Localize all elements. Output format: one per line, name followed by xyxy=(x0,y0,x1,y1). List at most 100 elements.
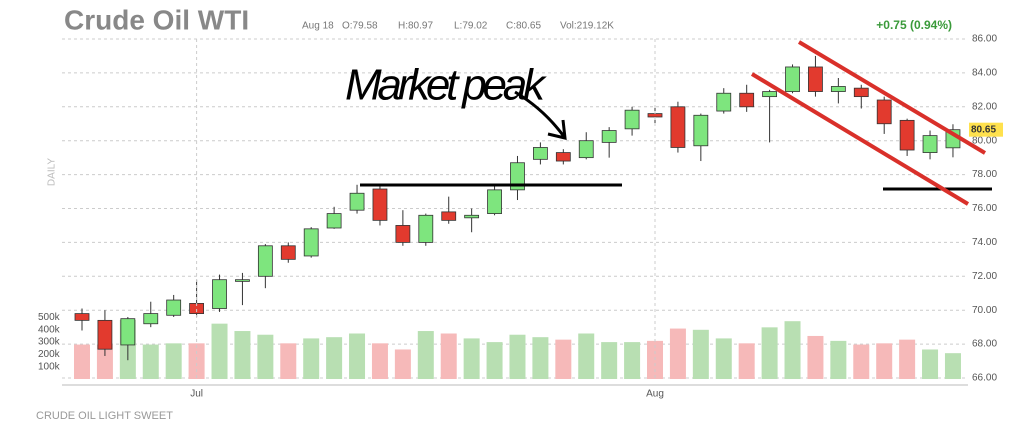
y-tick-label: 70.00 xyxy=(972,305,997,316)
volume-bar xyxy=(669,328,686,379)
volume-bar xyxy=(532,337,549,379)
volume-bar xyxy=(440,333,457,379)
volume-bar xyxy=(463,338,480,379)
candle-body xyxy=(647,113,663,118)
volume-bar xyxy=(922,349,939,379)
info: H:80.97 xyxy=(398,21,433,32)
candle-body xyxy=(693,114,709,147)
candle-body xyxy=(257,245,273,277)
candle-body xyxy=(716,92,732,112)
info: L:79.02 xyxy=(454,21,488,32)
candle-body xyxy=(166,299,182,316)
candle-body xyxy=(326,213,342,229)
volume-tick-label: 500k xyxy=(38,312,61,323)
volume-bar xyxy=(555,339,572,379)
candle-body xyxy=(464,214,480,219)
candle-body xyxy=(487,189,502,214)
period-label: DAILY xyxy=(47,158,58,186)
volume-bar xyxy=(257,334,274,379)
candle-body xyxy=(143,313,159,325)
volume-tick-label: 400k xyxy=(38,324,61,335)
candle-body xyxy=(922,135,938,153)
candle-body xyxy=(349,192,365,211)
volume-bar xyxy=(624,342,641,379)
volume-bar xyxy=(876,343,893,379)
volume-bar xyxy=(394,349,411,379)
candle-body xyxy=(235,279,250,282)
candle-body xyxy=(808,66,823,92)
volume-bar xyxy=(944,353,961,379)
x-tick-label: Jul xyxy=(190,389,203,400)
annotation: Market peak xyxy=(345,61,547,110)
footer: CRUDE OIL LIGHT SWEET xyxy=(36,410,173,422)
candle-body xyxy=(441,211,457,221)
volume-tick-label: 200k xyxy=(38,349,61,360)
candle-body xyxy=(395,225,411,243)
channel-line xyxy=(797,40,987,155)
channel-line xyxy=(750,72,970,206)
candle-body xyxy=(670,106,686,148)
volume-bar xyxy=(211,323,228,379)
volume-bar xyxy=(899,339,916,379)
candle-body xyxy=(853,87,869,98)
volume-bar xyxy=(853,344,870,379)
volume-bar xyxy=(486,342,503,379)
volume-bar xyxy=(715,338,732,379)
volume-bar xyxy=(142,344,159,379)
candle-body xyxy=(212,279,227,309)
y-tick-label: 86.00 xyxy=(972,34,997,45)
plot: 66.00 68.00 70.00 72.00 74.00 76.00 78.00 80.00… xyxy=(38,34,1003,400)
last-price-label: 80.65 xyxy=(971,124,996,135)
chart-title: Crude Oil WTI xyxy=(64,4,249,35)
volume-bar xyxy=(188,343,205,379)
last-price-box xyxy=(969,122,1003,137)
volume-bar xyxy=(761,327,778,379)
arrow xyxy=(514,90,567,140)
y-tick-label: 66.00 xyxy=(972,373,997,384)
candle-body xyxy=(280,245,296,260)
change: +0.75 (0.94%) xyxy=(876,18,952,32)
candle-body xyxy=(533,147,548,160)
y-tick-label: 84.00 xyxy=(972,68,997,79)
candle-body xyxy=(418,214,434,243)
candle-body xyxy=(372,188,388,221)
volume-bar xyxy=(74,344,90,379)
info: Aug 18 xyxy=(302,21,334,32)
volume-tick-label: 100k xyxy=(38,361,61,372)
y-tick-label: 68.00 xyxy=(972,339,997,350)
candle-body xyxy=(624,109,640,130)
candle-body xyxy=(876,99,892,125)
volume-bar xyxy=(371,343,388,379)
y-tick-label: 80.00 xyxy=(972,135,997,146)
candle-body xyxy=(739,92,755,108)
volume-bar xyxy=(280,343,297,379)
volume-bar xyxy=(692,329,709,379)
y-tick-label: 72.00 xyxy=(972,271,997,282)
volume-bar xyxy=(349,333,366,379)
volume-bar xyxy=(165,343,182,379)
info: C:80.65 xyxy=(506,21,541,32)
volume-bar xyxy=(784,321,801,379)
y-tick-label: 82.00 xyxy=(972,101,997,112)
y-tick-label: 74.00 xyxy=(972,237,997,248)
candle-body xyxy=(601,130,617,143)
candle-body xyxy=(97,319,113,350)
volume-bar xyxy=(509,334,526,379)
volume-bar xyxy=(807,335,824,379)
candle-body xyxy=(120,318,136,346)
info: Vol:219.12K xyxy=(560,21,614,32)
info: O:79.58 xyxy=(342,21,378,32)
candle-body xyxy=(555,152,571,162)
candle-body xyxy=(578,140,594,159)
volume-tick-label: 300k xyxy=(38,337,61,348)
candle-body xyxy=(830,86,846,92)
volume-bar xyxy=(417,331,434,379)
volume-bar xyxy=(601,342,618,379)
candle-body xyxy=(762,91,777,98)
volume-bar xyxy=(326,337,343,379)
candle-body xyxy=(899,119,915,151)
volume-bar xyxy=(96,344,113,379)
volume-bar xyxy=(738,343,755,379)
candle-body xyxy=(74,313,90,321)
